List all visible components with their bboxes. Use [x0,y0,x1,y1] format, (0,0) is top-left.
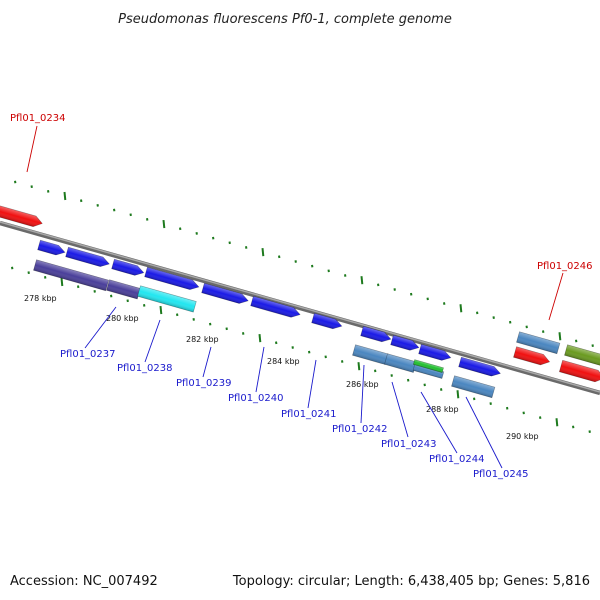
gene-glyph-cyan [137,285,197,313]
outer-tick [360,276,364,285]
gene-glyph-blue [144,266,200,290]
gene-glyph-steel [516,331,561,355]
scale-label: 282 kbp [186,335,219,344]
gene-label-pfl01-0243: Pfl01_0243 [381,439,437,450]
outer-tick [261,248,265,257]
inner-tick [60,277,64,287]
inner-tick [456,390,460,399]
gene-glyph-steel [384,353,417,373]
scale-label: 288 kbp [426,405,459,414]
scale-label: 290 kbp [506,432,539,441]
gene-label-pfl01-0239: Pfl01_0239 [176,378,232,389]
inner-tick-row [11,266,591,433]
gene-glyph-blue [65,246,110,267]
map-title: Pseudomonas fluorescens Pf0-1, complete … [118,12,452,27]
leader-line-pfl01-0246 [548,272,564,321]
gene-label-pfl01-0242: Pfl01_0242 [332,424,388,435]
gene-callouts: Pfl01_0234 Pfl01_0237Pfl01_0238Pfl01_0239… [10,113,593,480]
inner-tick [159,305,163,315]
gene-label-pfl01-0238: Pfl01_0238 [117,363,173,374]
gene-label-pfl01-0234: Pfl01_0234 [10,113,66,124]
leader-line-pfl01-0244 [420,391,458,454]
outer-tick-row [14,180,594,347]
scale-label: 284 kbp [267,357,300,366]
scale-label: 280 kbp [106,314,139,323]
genome-summary-text: Topology: circular; Length: 6,438,405 bp… [232,574,590,589]
outer-tick [459,304,463,313]
gene-glyph-pfl01-0234 [0,205,43,227]
gene-features [0,205,600,399]
leader-line-pfl01-0243 [391,381,409,438]
gene-glyph-blue [458,356,501,377]
gene-glyph-darkpurple [33,259,110,292]
gene-label-pfl01-0244: Pfl01_0244 [429,454,485,465]
outer-tick [558,332,562,341]
gene-glyph-steel [451,375,496,399]
gene-glyph-steel [352,344,389,365]
gene-glyph-green [412,359,444,373]
genome-backbone [0,220,600,396]
leader-line-pfl01-0237 [84,306,117,349]
gene-glyph-blue [311,312,343,330]
gene-label-pfl01-0237: Pfl01_0237 [60,349,116,360]
inner-tick [258,334,262,343]
gene-label-pfl01-0246: Pfl01_0246 [537,261,593,272]
scale-label: 286 kbp [346,380,379,389]
gene-glyph-blue [250,295,301,318]
leader-line-pfl01-0241 [307,359,317,409]
leader-line-pfl01-0239 [202,346,212,378]
scale-label: 278 kbp [24,294,57,303]
gene-glyph-blue [111,258,145,276]
inner-tick [555,418,559,427]
gene-label-pfl01-0241: Pfl01_0241 [281,409,337,420]
gene-glyph-blue [418,343,452,361]
leader-line-pfl01-0238 [144,319,161,363]
gene-glyph-blue [390,334,420,351]
outer-tick [63,191,67,201]
leader-line-pfl01-0242 [360,364,365,424]
leader-line-pfl01-0234 [26,125,38,173]
gene-glyph-blue [37,239,66,256]
scale-labels: 278 kbp 280 kbp 282 kbp 284 kbp 286 kbp 288 k… [24,294,539,441]
gene-label-pfl01-0240: Pfl01_0240 [228,393,284,404]
gene-glyph-blue [201,282,249,304]
inner-tick [357,362,361,371]
genome-backbone-highlight [0,221,600,393]
gene-glyph-blue [360,325,392,343]
accession-text: Accession: NC_007492 [10,574,158,589]
leader-line-pfl01-0245 [465,396,503,469]
gene-label-pfl01-0245: Pfl01_0245 [473,469,529,480]
outer-tick [162,219,166,229]
gene-glyph-red [513,346,551,366]
leader-line-pfl01-0240 [255,346,265,393]
